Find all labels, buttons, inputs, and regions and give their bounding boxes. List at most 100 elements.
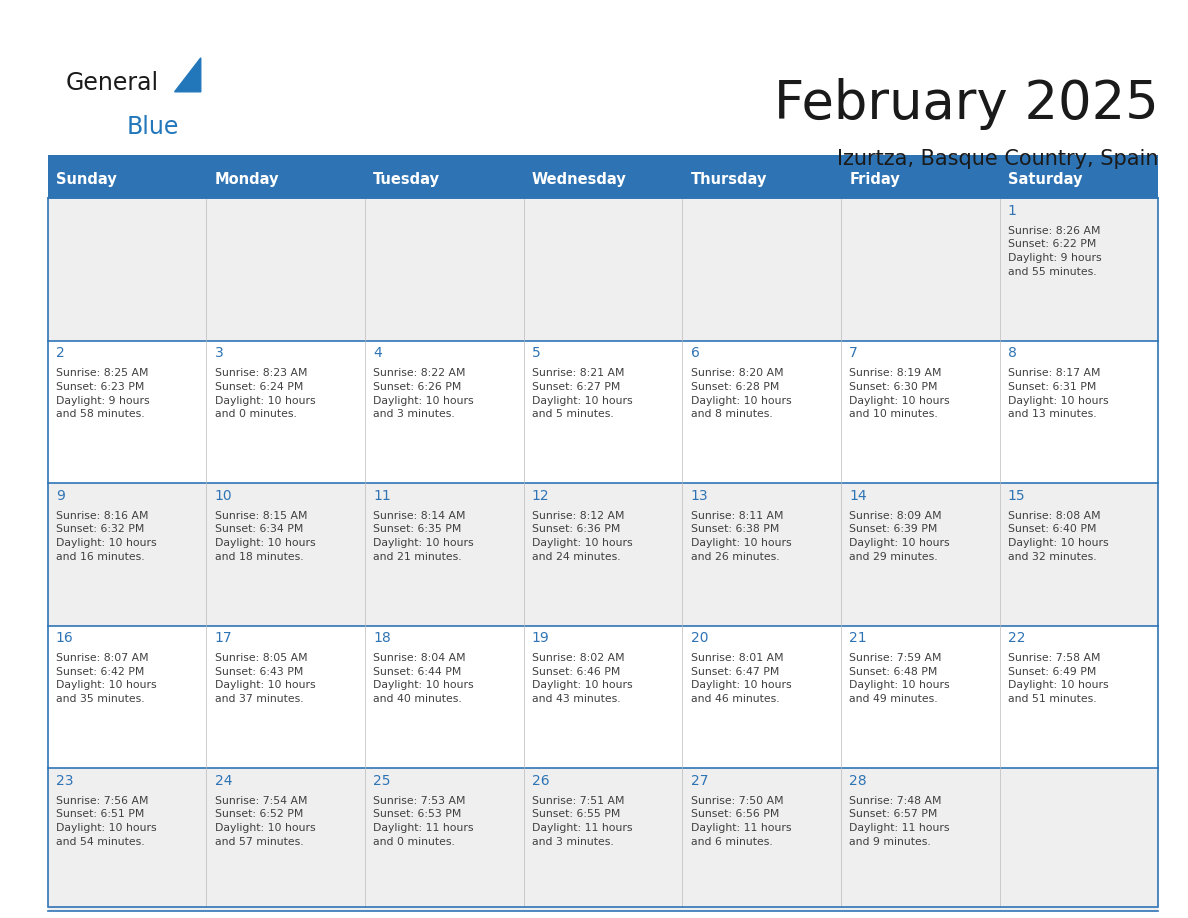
Bar [48, 483, 207, 626]
Text: Sunrise: 8:23 AM
Sunset: 6:24 PM
Daylight: 10 hours
and 0 minutes.: Sunrise: 8:23 AM Sunset: 6:24 PM Dayligh… [215, 368, 315, 420]
Text: Sunrise: 8:21 AM
Sunset: 6:27 PM
Daylight: 10 hours
and 5 minutes.: Sunrise: 8:21 AM Sunset: 6:27 PM Dayligh… [532, 368, 632, 420]
Bar [999, 626, 1158, 768]
Bar [365, 626, 524, 768]
Bar [365, 341, 524, 483]
Text: Sunrise: 8:11 AM
Sunset: 6:38 PM
Daylight: 10 hours
and 26 minutes.: Sunrise: 8:11 AM Sunset: 6:38 PM Dayligh… [690, 510, 791, 562]
Text: Sunrise: 8:07 AM
Sunset: 6:42 PM
Daylight: 10 hours
and 35 minutes.: Sunrise: 8:07 AM Sunset: 6:42 PM Dayligh… [56, 654, 157, 704]
Text: Blue: Blue [127, 115, 179, 139]
Bar [48, 341, 207, 483]
Bar [999, 341, 1158, 483]
Text: Sunrise: 8:04 AM
Sunset: 6:44 PM
Daylight: 10 hours
and 40 minutes.: Sunrise: 8:04 AM Sunset: 6:44 PM Dayligh… [373, 654, 474, 704]
Text: 6: 6 [690, 346, 700, 360]
Text: Izurtza, Basque Country, Spain: Izurtza, Basque Country, Spain [836, 149, 1158, 169]
Bar [682, 198, 841, 341]
Bar [841, 626, 999, 768]
Text: 20: 20 [690, 632, 708, 645]
Text: 18: 18 [373, 632, 391, 645]
Text: 2: 2 [56, 346, 64, 360]
Text: 27: 27 [690, 774, 708, 788]
Bar [682, 341, 841, 483]
Text: Sunrise: 7:48 AM
Sunset: 6:57 PM
Daylight: 11 hours
and 9 minutes.: Sunrise: 7:48 AM Sunset: 6:57 PM Dayligh… [849, 796, 949, 846]
Text: Wednesday: Wednesday [532, 173, 626, 187]
Bar [48, 162, 1158, 198]
Bar [207, 626, 365, 768]
Text: Sunrise: 7:53 AM
Sunset: 6:53 PM
Daylight: 11 hours
and 0 minutes.: Sunrise: 7:53 AM Sunset: 6:53 PM Dayligh… [373, 796, 474, 846]
Bar [207, 198, 365, 341]
Text: 7: 7 [849, 346, 858, 360]
Bar [524, 483, 682, 626]
Bar [682, 483, 841, 626]
Text: 5: 5 [532, 346, 541, 360]
Text: 4: 4 [373, 346, 383, 360]
Bar [524, 341, 682, 483]
Bar [365, 768, 524, 911]
Bar [365, 483, 524, 626]
Text: Sunrise: 8:08 AM
Sunset: 6:40 PM
Daylight: 10 hours
and 32 minutes.: Sunrise: 8:08 AM Sunset: 6:40 PM Dayligh… [1007, 510, 1108, 562]
Bar [207, 483, 365, 626]
Text: 25: 25 [373, 774, 391, 788]
Text: Sunrise: 8:17 AM
Sunset: 6:31 PM
Daylight: 10 hours
and 13 minutes.: Sunrise: 8:17 AM Sunset: 6:31 PM Dayligh… [1007, 368, 1108, 420]
Text: 16: 16 [56, 632, 74, 645]
Text: Sunday: Sunday [56, 173, 116, 187]
Text: 17: 17 [215, 632, 232, 645]
Bar [365, 198, 524, 341]
Text: General: General [65, 71, 158, 95]
Text: 14: 14 [849, 488, 867, 503]
Bar [207, 768, 365, 911]
Bar [48, 768, 207, 911]
Text: Saturday: Saturday [1007, 173, 1082, 187]
Text: Thursday: Thursday [690, 173, 767, 187]
Text: Sunrise: 8:19 AM
Sunset: 6:30 PM
Daylight: 10 hours
and 10 minutes.: Sunrise: 8:19 AM Sunset: 6:30 PM Dayligh… [849, 368, 950, 420]
Text: 15: 15 [1007, 488, 1025, 503]
Text: Sunrise: 8:22 AM
Sunset: 6:26 PM
Daylight: 10 hours
and 3 minutes.: Sunrise: 8:22 AM Sunset: 6:26 PM Dayligh… [373, 368, 474, 420]
Text: 23: 23 [56, 774, 74, 788]
Bar [841, 768, 999, 911]
Bar [207, 341, 365, 483]
Text: Sunrise: 8:01 AM
Sunset: 6:47 PM
Daylight: 10 hours
and 46 minutes.: Sunrise: 8:01 AM Sunset: 6:47 PM Dayligh… [690, 654, 791, 704]
Text: 3: 3 [215, 346, 223, 360]
Bar [841, 341, 999, 483]
Text: Monday: Monday [215, 173, 279, 187]
Text: Sunrise: 7:58 AM
Sunset: 6:49 PM
Daylight: 10 hours
and 51 minutes.: Sunrise: 7:58 AM Sunset: 6:49 PM Dayligh… [1007, 654, 1108, 704]
Text: Sunrise: 8:09 AM
Sunset: 6:39 PM
Daylight: 10 hours
and 29 minutes.: Sunrise: 8:09 AM Sunset: 6:39 PM Dayligh… [849, 510, 950, 562]
Text: Sunrise: 8:16 AM
Sunset: 6:32 PM
Daylight: 10 hours
and 16 minutes.: Sunrise: 8:16 AM Sunset: 6:32 PM Dayligh… [56, 510, 157, 562]
Text: 26: 26 [532, 774, 550, 788]
Bar [999, 768, 1158, 911]
Text: Sunrise: 8:12 AM
Sunset: 6:36 PM
Daylight: 10 hours
and 24 minutes.: Sunrise: 8:12 AM Sunset: 6:36 PM Dayligh… [532, 510, 632, 562]
Text: Sunrise: 8:25 AM
Sunset: 6:23 PM
Daylight: 9 hours
and 58 minutes.: Sunrise: 8:25 AM Sunset: 6:23 PM Dayligh… [56, 368, 150, 420]
Bar [524, 768, 682, 911]
Bar [48, 198, 1158, 907]
Text: 24: 24 [215, 774, 232, 788]
Text: 19: 19 [532, 632, 550, 645]
Text: Sunrise: 7:59 AM
Sunset: 6:48 PM
Daylight: 10 hours
and 49 minutes.: Sunrise: 7:59 AM Sunset: 6:48 PM Dayligh… [849, 654, 950, 704]
Text: Sunrise: 7:51 AM
Sunset: 6:55 PM
Daylight: 11 hours
and 3 minutes.: Sunrise: 7:51 AM Sunset: 6:55 PM Dayligh… [532, 796, 632, 846]
Text: Sunrise: 7:54 AM
Sunset: 6:52 PM
Daylight: 10 hours
and 57 minutes.: Sunrise: 7:54 AM Sunset: 6:52 PM Dayligh… [215, 796, 315, 846]
Bar [841, 198, 999, 341]
Text: Friday: Friday [849, 173, 901, 187]
Bar [682, 768, 841, 911]
Bar [999, 483, 1158, 626]
Text: 8: 8 [1007, 346, 1017, 360]
Text: February 2025: February 2025 [773, 78, 1158, 130]
Text: Sunrise: 7:50 AM
Sunset: 6:56 PM
Daylight: 11 hours
and 6 minutes.: Sunrise: 7:50 AM Sunset: 6:56 PM Dayligh… [690, 796, 791, 846]
Text: 21: 21 [849, 632, 867, 645]
Text: 22: 22 [1007, 632, 1025, 645]
Bar [524, 198, 682, 341]
Text: 12: 12 [532, 488, 550, 503]
Bar [841, 483, 999, 626]
Text: Sunrise: 8:05 AM
Sunset: 6:43 PM
Daylight: 10 hours
and 37 minutes.: Sunrise: 8:05 AM Sunset: 6:43 PM Dayligh… [215, 654, 315, 704]
Text: 9: 9 [56, 488, 64, 503]
Text: Sunrise: 7:56 AM
Sunset: 6:51 PM
Daylight: 10 hours
and 54 minutes.: Sunrise: 7:56 AM Sunset: 6:51 PM Dayligh… [56, 796, 157, 846]
Polygon shape [175, 58, 201, 92]
Text: 11: 11 [373, 488, 391, 503]
Bar [48, 198, 207, 341]
Text: Sunrise: 8:02 AM
Sunset: 6:46 PM
Daylight: 10 hours
and 43 minutes.: Sunrise: 8:02 AM Sunset: 6:46 PM Dayligh… [532, 654, 632, 704]
Bar [48, 155, 1158, 162]
Text: Sunrise: 8:14 AM
Sunset: 6:35 PM
Daylight: 10 hours
and 21 minutes.: Sunrise: 8:14 AM Sunset: 6:35 PM Dayligh… [373, 510, 474, 562]
Bar [999, 198, 1158, 341]
Bar [524, 626, 682, 768]
Text: 28: 28 [849, 774, 867, 788]
Bar [682, 626, 841, 768]
Text: 10: 10 [215, 488, 232, 503]
Bar [48, 626, 207, 768]
